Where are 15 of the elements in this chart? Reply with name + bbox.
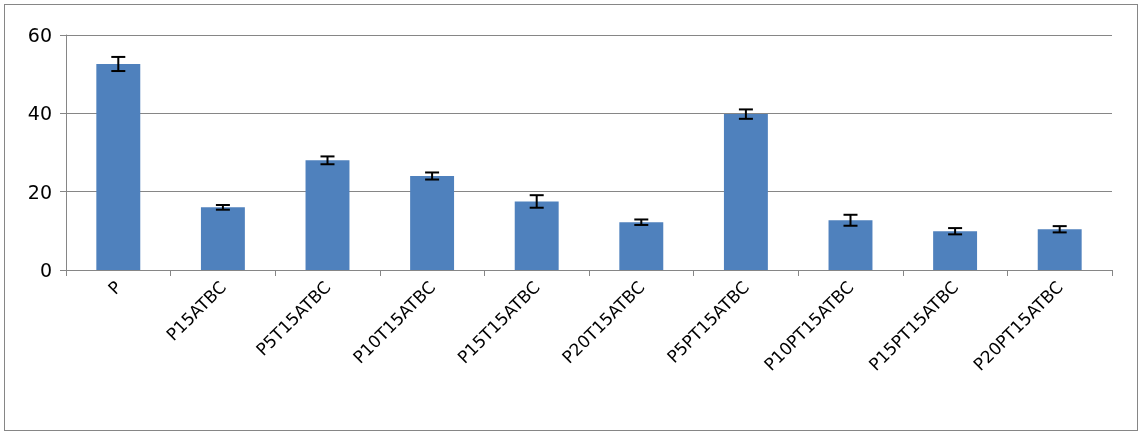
bar	[305, 160, 350, 270]
bar	[723, 114, 768, 270]
bar	[96, 63, 141, 270]
bar	[933, 231, 978, 270]
y-tick-label: 20	[27, 180, 52, 203]
x-tick-label: P	[103, 276, 126, 299]
bar	[410, 176, 455, 270]
bar	[828, 220, 873, 270]
y-tick-label: 0	[39, 259, 52, 281]
bar	[514, 201, 559, 270]
bar	[1037, 229, 1082, 270]
bar	[619, 222, 664, 270]
y-tick-label: 40	[27, 102, 52, 125]
bar	[200, 207, 245, 270]
y-tick-label: 60	[27, 24, 52, 46]
